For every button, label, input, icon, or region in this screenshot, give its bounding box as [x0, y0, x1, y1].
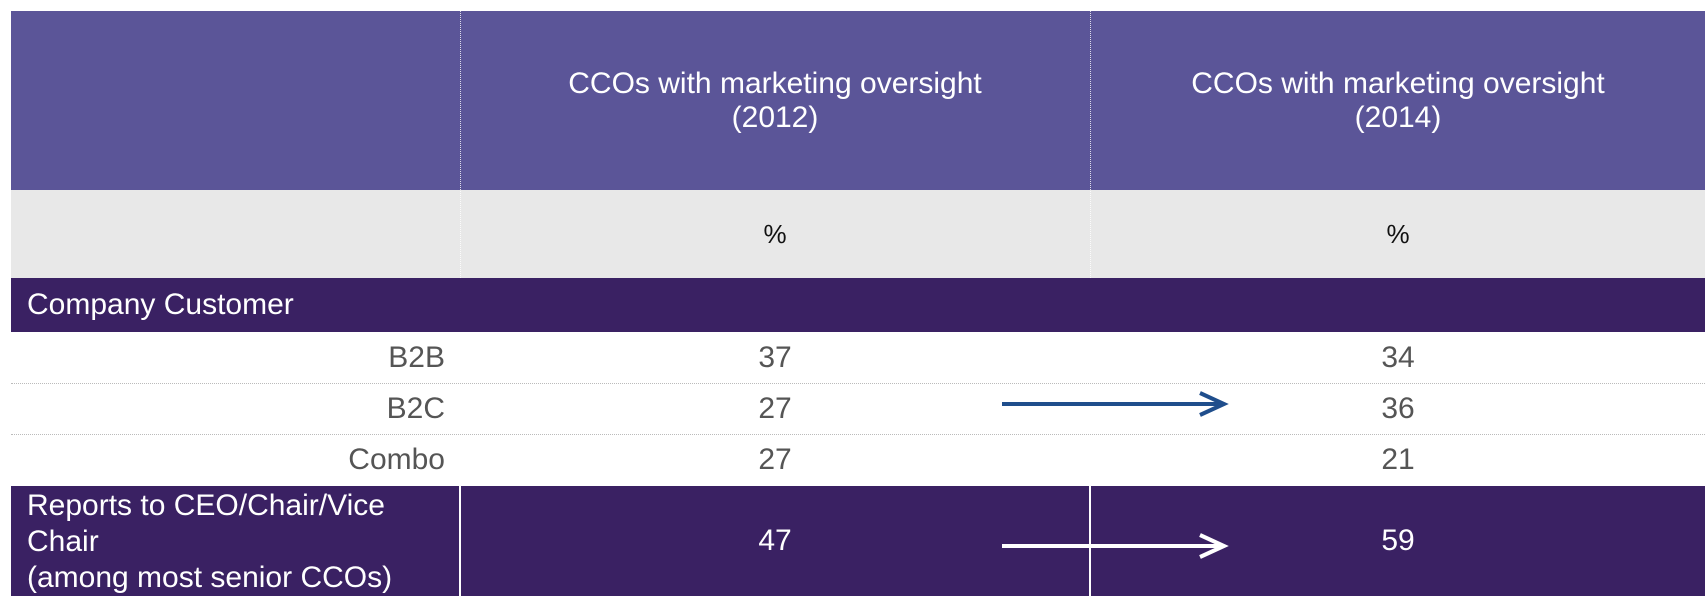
cell-value: 27 — [758, 391, 792, 425]
divider — [1089, 486, 1091, 596]
unit-label: % — [763, 218, 787, 249]
column-header: CCOs with marketing oversight (2014) — [1191, 66, 1605, 134]
divider — [460, 11, 461, 278]
cell-value: 34 — [1381, 340, 1415, 374]
cell-value: 36 — [1381, 391, 1415, 425]
cell-value: 47 — [758, 524, 792, 557]
row-divider — [11, 434, 1705, 435]
row-label: B2C — [386, 391, 445, 425]
divider — [459, 486, 461, 596]
divider — [1090, 11, 1091, 278]
units-bg — [11, 190, 1705, 278]
footer-bg — [11, 486, 1705, 596]
column-header: CCOs with marketing oversight (2012) — [568, 66, 982, 134]
arrow — [1002, 533, 1229, 559]
row-divider — [11, 383, 1705, 384]
section-bg — [11, 278, 1705, 332]
section-label: Company Customer — [27, 288, 294, 321]
arrow — [1002, 391, 1229, 417]
cell-value: 37 — [758, 340, 792, 374]
header-bg — [11, 11, 1705, 190]
cell-value: 21 — [1381, 443, 1415, 476]
cell-value: 27 — [758, 443, 792, 476]
row-label: B2B — [388, 340, 445, 374]
row-label: Reports to CEO/Chair/Vice Chair (among m… — [27, 489, 393, 594]
row-label: Combo — [348, 443, 445, 476]
cell-value: 59 — [1381, 524, 1415, 557]
unit-label: % — [1386, 218, 1410, 249]
